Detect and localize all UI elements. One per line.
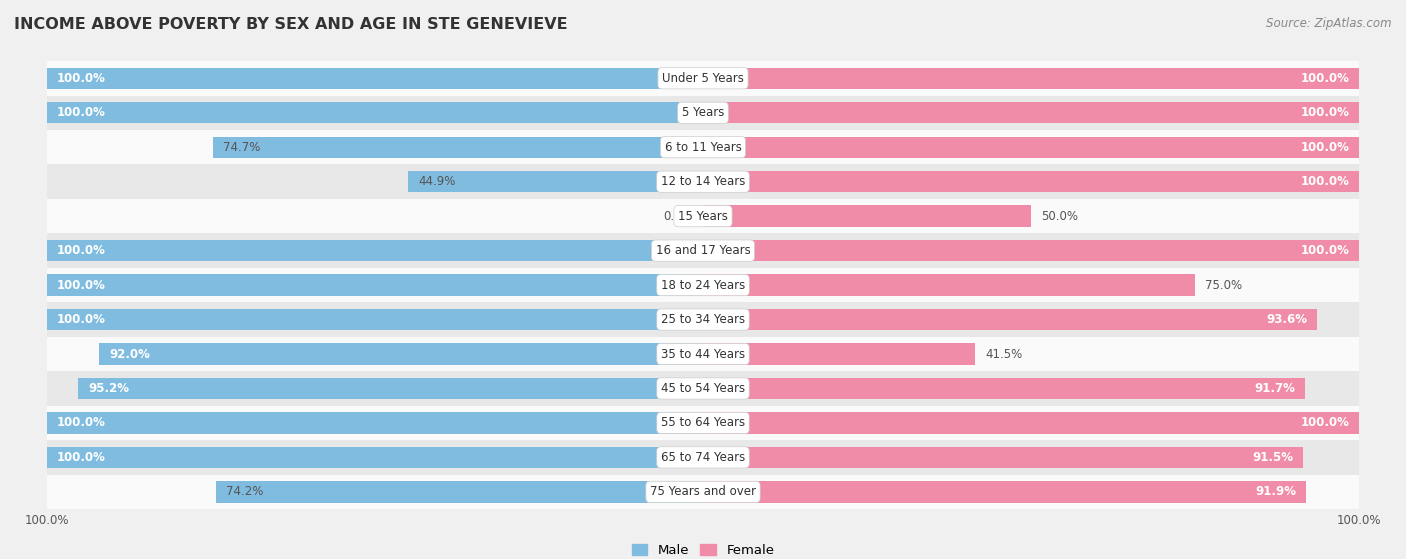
Text: 95.2%: 95.2% <box>89 382 129 395</box>
Bar <box>217 481 703 503</box>
Text: 92.0%: 92.0% <box>110 348 150 361</box>
Text: 18 to 24 Years: 18 to 24 Years <box>661 278 745 292</box>
Text: 15 Years: 15 Years <box>678 210 728 222</box>
Text: 65 to 74 Years: 65 to 74 Years <box>661 451 745 464</box>
Bar <box>46 61 1360 96</box>
Bar <box>703 481 1306 503</box>
Legend: Male, Female: Male, Female <box>626 539 780 559</box>
Bar <box>100 343 703 364</box>
Text: 100.0%: 100.0% <box>1301 175 1350 188</box>
Bar <box>408 171 703 192</box>
Text: 16 and 17 Years: 16 and 17 Years <box>655 244 751 257</box>
Bar <box>46 102 703 124</box>
Text: INCOME ABOVE POVERTY BY SEX AND AGE IN STE GENEVIEVE: INCOME ABOVE POVERTY BY SEX AND AGE IN S… <box>14 17 568 32</box>
Bar <box>703 447 1303 468</box>
Text: 25 to 34 Years: 25 to 34 Years <box>661 313 745 326</box>
Bar <box>46 274 703 296</box>
Bar <box>46 96 1360 130</box>
Text: 93.6%: 93.6% <box>1267 313 1308 326</box>
Text: 91.5%: 91.5% <box>1253 451 1294 464</box>
Text: 74.2%: 74.2% <box>226 485 263 499</box>
Text: 45 to 54 Years: 45 to 54 Years <box>661 382 745 395</box>
Bar <box>46 130 1360 164</box>
Text: 75.0%: 75.0% <box>1205 278 1241 292</box>
Bar <box>703 343 976 364</box>
Text: 91.7%: 91.7% <box>1254 382 1295 395</box>
Bar <box>703 206 1031 227</box>
Text: 100.0%: 100.0% <box>56 72 105 85</box>
Bar <box>703 240 1360 261</box>
Text: 100.0%: 100.0% <box>56 244 105 257</box>
Bar <box>46 447 703 468</box>
Bar <box>46 234 1360 268</box>
Text: 55 to 64 Years: 55 to 64 Years <box>661 416 745 429</box>
Bar <box>46 413 703 434</box>
Text: Source: ZipAtlas.com: Source: ZipAtlas.com <box>1267 17 1392 30</box>
Bar <box>46 199 1360 234</box>
Text: 100.0%: 100.0% <box>1301 106 1350 119</box>
Text: 100.0%: 100.0% <box>56 278 105 292</box>
Text: Under 5 Years: Under 5 Years <box>662 72 744 85</box>
Text: 100.0%: 100.0% <box>1301 72 1350 85</box>
Bar <box>46 475 1360 509</box>
Bar <box>46 406 1360 440</box>
Text: 100.0%: 100.0% <box>25 514 69 527</box>
Text: 35 to 44 Years: 35 to 44 Years <box>661 348 745 361</box>
Text: 0.0%: 0.0% <box>664 210 693 222</box>
Text: 100.0%: 100.0% <box>1337 514 1381 527</box>
Bar <box>212 136 703 158</box>
Bar <box>703 413 1360 434</box>
Text: 41.5%: 41.5% <box>986 348 1022 361</box>
Text: 50.0%: 50.0% <box>1040 210 1078 222</box>
Text: 12 to 14 Years: 12 to 14 Years <box>661 175 745 188</box>
Bar <box>703 171 1360 192</box>
Bar <box>703 136 1360 158</box>
Text: 74.7%: 74.7% <box>222 141 260 154</box>
Bar <box>79 378 703 399</box>
Text: 100.0%: 100.0% <box>1301 244 1350 257</box>
Bar <box>703 102 1360 124</box>
Bar <box>46 302 1360 337</box>
Bar <box>703 309 1317 330</box>
Bar <box>46 440 1360 475</box>
Bar <box>703 274 1195 296</box>
Bar <box>46 371 1360 406</box>
Text: 5 Years: 5 Years <box>682 106 724 119</box>
Text: 100.0%: 100.0% <box>56 416 105 429</box>
Text: 91.9%: 91.9% <box>1256 485 1296 499</box>
Text: 6 to 11 Years: 6 to 11 Years <box>665 141 741 154</box>
Bar <box>703 378 1305 399</box>
Bar <box>46 309 703 330</box>
Bar <box>46 68 703 89</box>
Text: 75 Years and over: 75 Years and over <box>650 485 756 499</box>
Bar <box>46 164 1360 199</box>
Bar <box>46 337 1360 371</box>
Text: 100.0%: 100.0% <box>56 451 105 464</box>
Text: 100.0%: 100.0% <box>1301 141 1350 154</box>
Bar <box>46 268 1360 302</box>
Text: 44.9%: 44.9% <box>418 175 456 188</box>
Bar <box>703 68 1360 89</box>
Text: 100.0%: 100.0% <box>56 106 105 119</box>
Bar <box>46 240 703 261</box>
Text: 100.0%: 100.0% <box>1301 416 1350 429</box>
Text: 100.0%: 100.0% <box>56 313 105 326</box>
